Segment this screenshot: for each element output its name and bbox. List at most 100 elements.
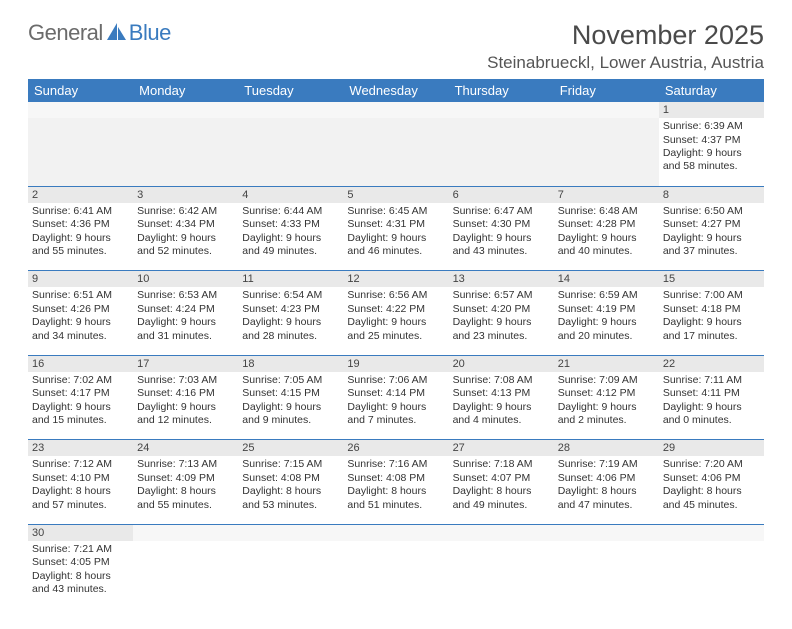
day-number-cell: 11 [238, 271, 343, 288]
day-number-cell: 17 [133, 355, 238, 372]
day-number-cell: 5 [343, 186, 448, 203]
day-content-row: Sunrise: 7:21 AMSunset: 4:05 PMDaylight:… [28, 541, 764, 609]
day-number-cell-blank [133, 524, 238, 541]
day-number-cell: 2 [28, 186, 133, 203]
day-cell: Sunrise: 6:44 AMSunset: 4:33 PMDaylight:… [238, 203, 343, 271]
empty-day-cell [449, 118, 554, 186]
day-number-cell-blank [343, 102, 448, 118]
weekday-header: Wednesday [343, 79, 448, 102]
day-cell: Sunrise: 6:56 AMSunset: 4:22 PMDaylight:… [343, 287, 448, 355]
day-number-cell: 29 [659, 440, 764, 457]
day-cell: Sunrise: 7:11 AMSunset: 4:11 PMDaylight:… [659, 372, 764, 440]
weekday-header: Saturday [659, 79, 764, 102]
day-number-cell: 24 [133, 440, 238, 457]
day-number-cell: 23 [28, 440, 133, 457]
calendar-table: SundayMondayTuesdayWednesdayThursdayFrid… [28, 79, 764, 609]
day-content-row: Sunrise: 6:41 AMSunset: 4:36 PMDaylight:… [28, 203, 764, 271]
day-cell: Sunrise: 7:06 AMSunset: 4:14 PMDaylight:… [343, 372, 448, 440]
day-number-cell: 27 [449, 440, 554, 457]
day-cell: Sunrise: 7:02 AMSunset: 4:17 PMDaylight:… [28, 372, 133, 440]
empty-day-cell [659, 541, 764, 609]
day-number-cell: 6 [449, 186, 554, 203]
day-number-row: 16171819202122 [28, 355, 764, 372]
day-cell: Sunrise: 7:16 AMSunset: 4:08 PMDaylight:… [343, 456, 448, 524]
empty-day-cell [238, 118, 343, 186]
day-number-cell: 9 [28, 271, 133, 288]
day-cell: Sunrise: 7:08 AMSunset: 4:13 PMDaylight:… [449, 372, 554, 440]
day-number-cell: 3 [133, 186, 238, 203]
day-number-cell: 10 [133, 271, 238, 288]
day-content-row: Sunrise: 6:39 AMSunset: 4:37 PMDaylight:… [28, 118, 764, 186]
day-number-cell: 30 [28, 524, 133, 541]
day-cell: Sunrise: 6:47 AMSunset: 4:30 PMDaylight:… [449, 203, 554, 271]
day-number-cell-blank [28, 102, 133, 118]
day-number-cell: 18 [238, 355, 343, 372]
day-cell: Sunrise: 6:41 AMSunset: 4:36 PMDaylight:… [28, 203, 133, 271]
day-number-cell: 13 [449, 271, 554, 288]
empty-day-cell [554, 541, 659, 609]
weekday-header: Tuesday [238, 79, 343, 102]
day-content-row: Sunrise: 7:12 AMSunset: 4:10 PMDaylight:… [28, 456, 764, 524]
day-number-cell: 8 [659, 186, 764, 203]
day-cell: Sunrise: 6:51 AMSunset: 4:26 PMDaylight:… [28, 287, 133, 355]
day-number-cell: 22 [659, 355, 764, 372]
day-cell: Sunrise: 6:45 AMSunset: 4:31 PMDaylight:… [343, 203, 448, 271]
location-line: Steinabrueckl, Lower Austria, Austria [28, 53, 764, 73]
day-cell: Sunrise: 7:09 AMSunset: 4:12 PMDaylight:… [554, 372, 659, 440]
day-cell: Sunrise: 6:39 AMSunset: 4:37 PMDaylight:… [659, 118, 764, 186]
day-number-row: 23242526272829 [28, 440, 764, 457]
day-number-cell: 12 [343, 271, 448, 288]
empty-day-cell [238, 541, 343, 609]
empty-day-cell [343, 541, 448, 609]
day-number-cell-blank [238, 524, 343, 541]
empty-day-cell [554, 118, 659, 186]
day-cell: Sunrise: 6:48 AMSunset: 4:28 PMDaylight:… [554, 203, 659, 271]
day-number-cell-blank [133, 102, 238, 118]
empty-day-cell [133, 118, 238, 186]
logo-word-2: Blue [129, 20, 171, 46]
day-content-row: Sunrise: 7:02 AMSunset: 4:17 PMDaylight:… [28, 372, 764, 440]
day-number-cell-blank [449, 524, 554, 541]
day-number-cell: 19 [343, 355, 448, 372]
day-cell: Sunrise: 6:59 AMSunset: 4:19 PMDaylight:… [554, 287, 659, 355]
day-content-row: Sunrise: 6:51 AMSunset: 4:26 PMDaylight:… [28, 287, 764, 355]
day-number-cell: 25 [238, 440, 343, 457]
day-number-cell: 15 [659, 271, 764, 288]
day-number-row: 2345678 [28, 186, 764, 203]
day-cell: Sunrise: 7:19 AMSunset: 4:06 PMDaylight:… [554, 456, 659, 524]
logo-sail-icon [106, 22, 128, 42]
empty-day-cell [449, 541, 554, 609]
empty-day-cell [343, 118, 448, 186]
day-cell: Sunrise: 6:57 AMSunset: 4:20 PMDaylight:… [449, 287, 554, 355]
header-row: General Blue November 2025 [28, 20, 764, 51]
day-number-row: 1 [28, 102, 764, 118]
day-number-cell: 28 [554, 440, 659, 457]
day-number-cell: 26 [343, 440, 448, 457]
day-number-cell: 7 [554, 186, 659, 203]
empty-day-cell [28, 118, 133, 186]
day-number-cell-blank [343, 524, 448, 541]
day-number-cell-blank [659, 524, 764, 541]
day-cell: Sunrise: 7:03 AMSunset: 4:16 PMDaylight:… [133, 372, 238, 440]
weekday-header: Sunday [28, 79, 133, 102]
logo-word-1: General [28, 20, 103, 46]
day-cell: Sunrise: 7:12 AMSunset: 4:10 PMDaylight:… [28, 456, 133, 524]
empty-day-cell [133, 541, 238, 609]
day-cell: Sunrise: 7:13 AMSunset: 4:09 PMDaylight:… [133, 456, 238, 524]
day-number-cell: 20 [449, 355, 554, 372]
day-cell: Sunrise: 7:05 AMSunset: 4:15 PMDaylight:… [238, 372, 343, 440]
day-number-cell-blank [449, 102, 554, 118]
day-cell: Sunrise: 6:53 AMSunset: 4:24 PMDaylight:… [133, 287, 238, 355]
page-title: November 2025 [572, 20, 764, 51]
day-number-row: 30 [28, 524, 764, 541]
day-number-cell: 1 [659, 102, 764, 118]
day-number-cell: 4 [238, 186, 343, 203]
calendar-page: General Blue November 2025 Steinabrueckl… [0, 0, 792, 629]
day-number-cell: 16 [28, 355, 133, 372]
weekday-header-row: SundayMondayTuesdayWednesdayThursdayFrid… [28, 79, 764, 102]
day-number-cell: 21 [554, 355, 659, 372]
day-number-cell-blank [554, 524, 659, 541]
day-number-row: 9101112131415 [28, 271, 764, 288]
day-cell: Sunrise: 6:42 AMSunset: 4:34 PMDaylight:… [133, 203, 238, 271]
day-cell: Sunrise: 7:15 AMSunset: 4:08 PMDaylight:… [238, 456, 343, 524]
